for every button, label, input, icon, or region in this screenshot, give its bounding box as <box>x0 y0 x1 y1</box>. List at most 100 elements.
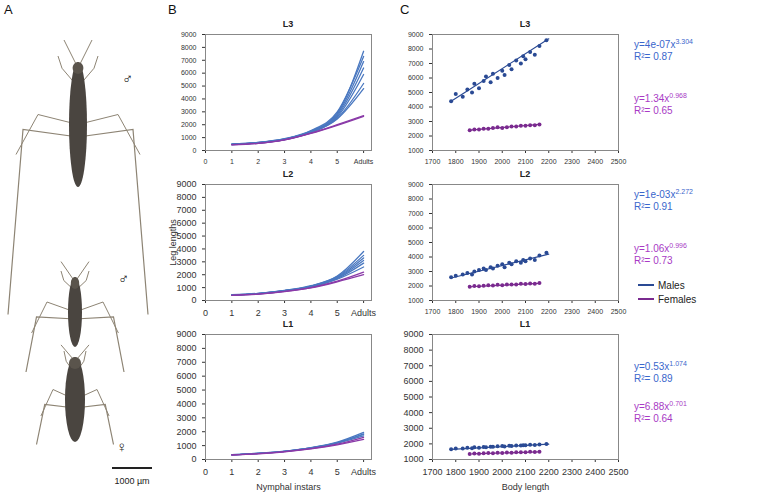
svg-text:4000: 4000 <box>176 399 196 409</box>
svg-text:4000: 4000 <box>176 244 196 254</box>
svg-text:3: 3 <box>282 467 287 477</box>
svg-text:2500: 2500 <box>611 158 627 165</box>
svg-text:8000: 8000 <box>181 44 197 51</box>
svg-text:0: 0 <box>204 158 208 165</box>
svg-text:6000: 6000 <box>408 224 424 231</box>
svg-text:1: 1 <box>229 467 234 477</box>
svg-text:2000: 2000 <box>492 467 512 477</box>
svg-text:1000 µm: 1000 µm <box>114 476 149 486</box>
svg-text:1700: 1700 <box>425 308 441 315</box>
svg-text:2200: 2200 <box>539 467 559 477</box>
svg-text:2100: 2100 <box>515 467 535 477</box>
svg-text:1800: 1800 <box>448 158 464 165</box>
svg-text:4: 4 <box>309 158 313 165</box>
svg-text:2: 2 <box>256 158 260 165</box>
svg-text:5: 5 <box>335 467 340 477</box>
svg-text:2200: 2200 <box>541 308 557 315</box>
svg-text:1000: 1000 <box>176 440 196 450</box>
svg-text:1800: 1800 <box>448 308 464 315</box>
svg-text:2300: 2300 <box>562 467 582 477</box>
svg-text:9000: 9000 <box>176 180 196 189</box>
svg-text:5: 5 <box>335 158 339 165</box>
svg-text:1800: 1800 <box>446 467 466 477</box>
svg-text:1700: 1700 <box>425 158 441 165</box>
svg-text:2000: 2000 <box>494 158 510 165</box>
svg-text:4000: 4000 <box>403 408 423 418</box>
svg-text:9000: 9000 <box>403 330 423 339</box>
svg-text:2: 2 <box>256 308 261 318</box>
svg-text:4: 4 <box>308 467 313 477</box>
svg-text:9000: 9000 <box>181 31 197 38</box>
svg-text:2300: 2300 <box>564 158 580 165</box>
svg-text:0: 0 <box>203 467 208 477</box>
svg-text:2000: 2000 <box>176 270 196 280</box>
svg-text:0: 0 <box>191 454 196 464</box>
svg-text:2400: 2400 <box>585 467 605 477</box>
svg-text:1000: 1000 <box>403 454 423 464</box>
svg-text:2500: 2500 <box>611 308 627 315</box>
svg-text:3000: 3000 <box>408 118 424 125</box>
svg-text:7000: 7000 <box>176 205 196 215</box>
svg-text:7000: 7000 <box>181 57 197 64</box>
svg-text:♀: ♀ <box>116 438 127 455</box>
svg-text:1900: 1900 <box>471 158 487 165</box>
svg-text:1000: 1000 <box>408 147 424 154</box>
svg-text:Nymphal instars: Nymphal instars <box>256 482 321 492</box>
svg-text:7000: 7000 <box>408 60 424 67</box>
svg-text:2500: 2500 <box>608 467 628 477</box>
svg-text:2400: 2400 <box>587 158 603 165</box>
svg-text:Leg lengths: Leg lengths <box>168 219 178 266</box>
svg-text:9000: 9000 <box>408 181 424 188</box>
svg-text:0: 0 <box>193 147 197 154</box>
svg-text:1: 1 <box>229 308 234 318</box>
svg-text:3: 3 <box>282 308 287 318</box>
svg-text:Adults: Adults <box>354 158 374 165</box>
svg-text:2: 2 <box>256 467 261 477</box>
svg-text:3000: 3000 <box>403 423 423 433</box>
svg-text:2200: 2200 <box>541 158 557 165</box>
svg-text:4: 4 <box>308 308 313 318</box>
svg-text:6000: 6000 <box>403 376 423 386</box>
svg-text:Adults: Adults <box>351 467 377 477</box>
svg-text:9000: 9000 <box>408 31 424 38</box>
svg-text:3000: 3000 <box>176 413 196 423</box>
svg-text:2300: 2300 <box>564 308 580 315</box>
svg-text:1: 1 <box>230 158 234 165</box>
svg-text:Body length: Body length <box>502 482 550 492</box>
svg-text:2100: 2100 <box>518 308 534 315</box>
svg-text:♂: ♂ <box>122 70 133 87</box>
svg-text:1000: 1000 <box>181 134 197 141</box>
svg-text:6000: 6000 <box>176 218 196 228</box>
svg-text:2000: 2000 <box>494 308 510 315</box>
svg-text:8000: 8000 <box>408 195 424 202</box>
svg-text:4000: 4000 <box>408 253 424 260</box>
svg-text:5000: 5000 <box>176 385 196 395</box>
svg-text:8000: 8000 <box>176 192 196 202</box>
svg-text:5000: 5000 <box>181 82 197 89</box>
svg-text:6000: 6000 <box>176 371 196 381</box>
svg-text:♂: ♂ <box>118 270 129 287</box>
svg-text:1000: 1000 <box>176 282 196 292</box>
svg-text:3000: 3000 <box>408 268 424 275</box>
svg-text:8000: 8000 <box>408 45 424 52</box>
svg-text:9000: 9000 <box>176 330 196 339</box>
svg-text:5000: 5000 <box>403 392 423 402</box>
svg-text:0: 0 <box>203 308 208 318</box>
svg-text:5000: 5000 <box>176 231 196 241</box>
svg-text:8000: 8000 <box>403 345 423 355</box>
svg-text:1700: 1700 <box>422 467 442 477</box>
svg-text:2000: 2000 <box>408 282 424 289</box>
svg-text:4000: 4000 <box>181 95 197 102</box>
svg-text:3: 3 <box>283 158 287 165</box>
svg-text:6000: 6000 <box>408 74 424 81</box>
svg-text:5: 5 <box>335 308 340 318</box>
svg-text:5000: 5000 <box>408 89 424 96</box>
svg-text:2000: 2000 <box>181 121 197 128</box>
svg-text:2100: 2100 <box>518 158 534 165</box>
svg-text:0: 0 <box>191 295 196 305</box>
svg-text:2400: 2400 <box>587 308 603 315</box>
svg-text:4000: 4000 <box>408 103 424 110</box>
svg-text:8000: 8000 <box>176 343 196 353</box>
svg-text:5000: 5000 <box>408 239 424 246</box>
svg-text:1000: 1000 <box>408 297 424 304</box>
